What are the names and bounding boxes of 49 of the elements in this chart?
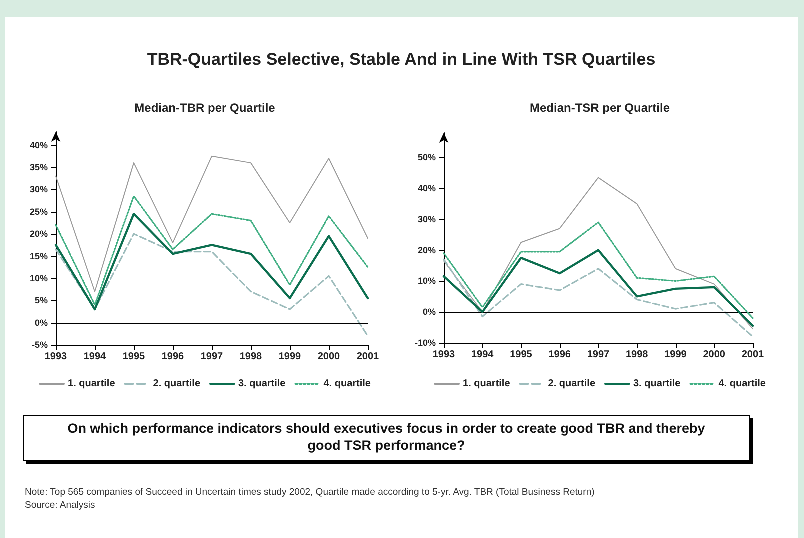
y-tick-label: 0% — [422, 307, 436, 318]
x-tick-label: 2000 — [703, 350, 726, 360]
x-tick-label: 2001 — [356, 352, 380, 362]
text: On which performance indicators should executives focus in order to create good TBR and thereby good TSR performance? — [23, 415, 750, 461]
x-tick-label: 2000 — [318, 352, 341, 362]
x-tick-label: 1998 — [240, 352, 263, 362]
x-tick-label: 1994 — [472, 350, 494, 360]
x-tick-label: 1996 — [162, 352, 185, 362]
x-tick-label: 1996 — [548, 350, 572, 360]
y-tick-label: 25% — [30, 206, 48, 217]
y-tick-label: 20% — [30, 229, 48, 240]
y-tick-label: 35% — [30, 162, 48, 172]
legend-label: 4. quartile — [718, 378, 766, 390]
x-tick-label: 1997 — [587, 350, 610, 360]
y-tick-label: 10% — [30, 273, 48, 284]
y-tick-label: 20% — [418, 245, 436, 256]
x-tick-label: 1995 — [122, 352, 146, 362]
y-tick-label: -10% — [414, 338, 436, 348]
legend-label: 3. quartile — [634, 378, 682, 390]
x-tick-label: 1993 — [432, 350, 456, 360]
chart-title: Median-TSR per Quartile — [530, 101, 670, 115]
x-tick-label: 1997 — [200, 352, 224, 362]
legend-label: 1. quartile — [68, 378, 116, 390]
x-tick-label: 1995 — [510, 350, 533, 360]
x-tick-label: 2001 — [742, 350, 765, 360]
text: TBR-Quartiles Selective, Stable And in Line With TSR Quartiles — [147, 50, 656, 70]
chart-title: Median-TBR per Quartile — [134, 101, 276, 115]
y-tick-label: 15% — [30, 251, 48, 262]
legend-label: 3. quartile — [238, 378, 286, 390]
x-tick-label: 1998 — [626, 350, 649, 360]
legend-label: 2. quartile — [548, 378, 596, 390]
y-tick-label: 10% — [418, 276, 436, 286]
y-tick-label: 40% — [30, 140, 48, 150]
source-note: Source: Analysis — [25, 500, 96, 512]
y-tick-label: 50% — [418, 152, 436, 163]
y-tick-label: 30% — [30, 184, 48, 195]
y-tick-label: 5% — [34, 296, 48, 306]
x-tick-label: 1999 — [278, 352, 302, 362]
x-tick-label: 1994 — [84, 352, 107, 362]
legend-label: 4. quartile — [324, 378, 372, 390]
text: Note: Top 565 companies of Succeed in Uncertain times study 2002, Quartile made according to 5-yr. Avg. TBR (Total Business Return) — [25, 487, 595, 500]
x-tick-label: 1993 — [44, 352, 68, 362]
legend-label: 2. quartile — [153, 378, 201, 390]
y-tick-label: -5% — [32, 340, 48, 350]
x-tick-label: 1999 — [664, 350, 688, 360]
y-tick-label: 30% — [418, 214, 436, 224]
y-tick-label: 0% — [34, 318, 48, 328]
legend-label: 1. quartile — [463, 378, 511, 390]
y-tick-label: 40% — [418, 184, 436, 194]
